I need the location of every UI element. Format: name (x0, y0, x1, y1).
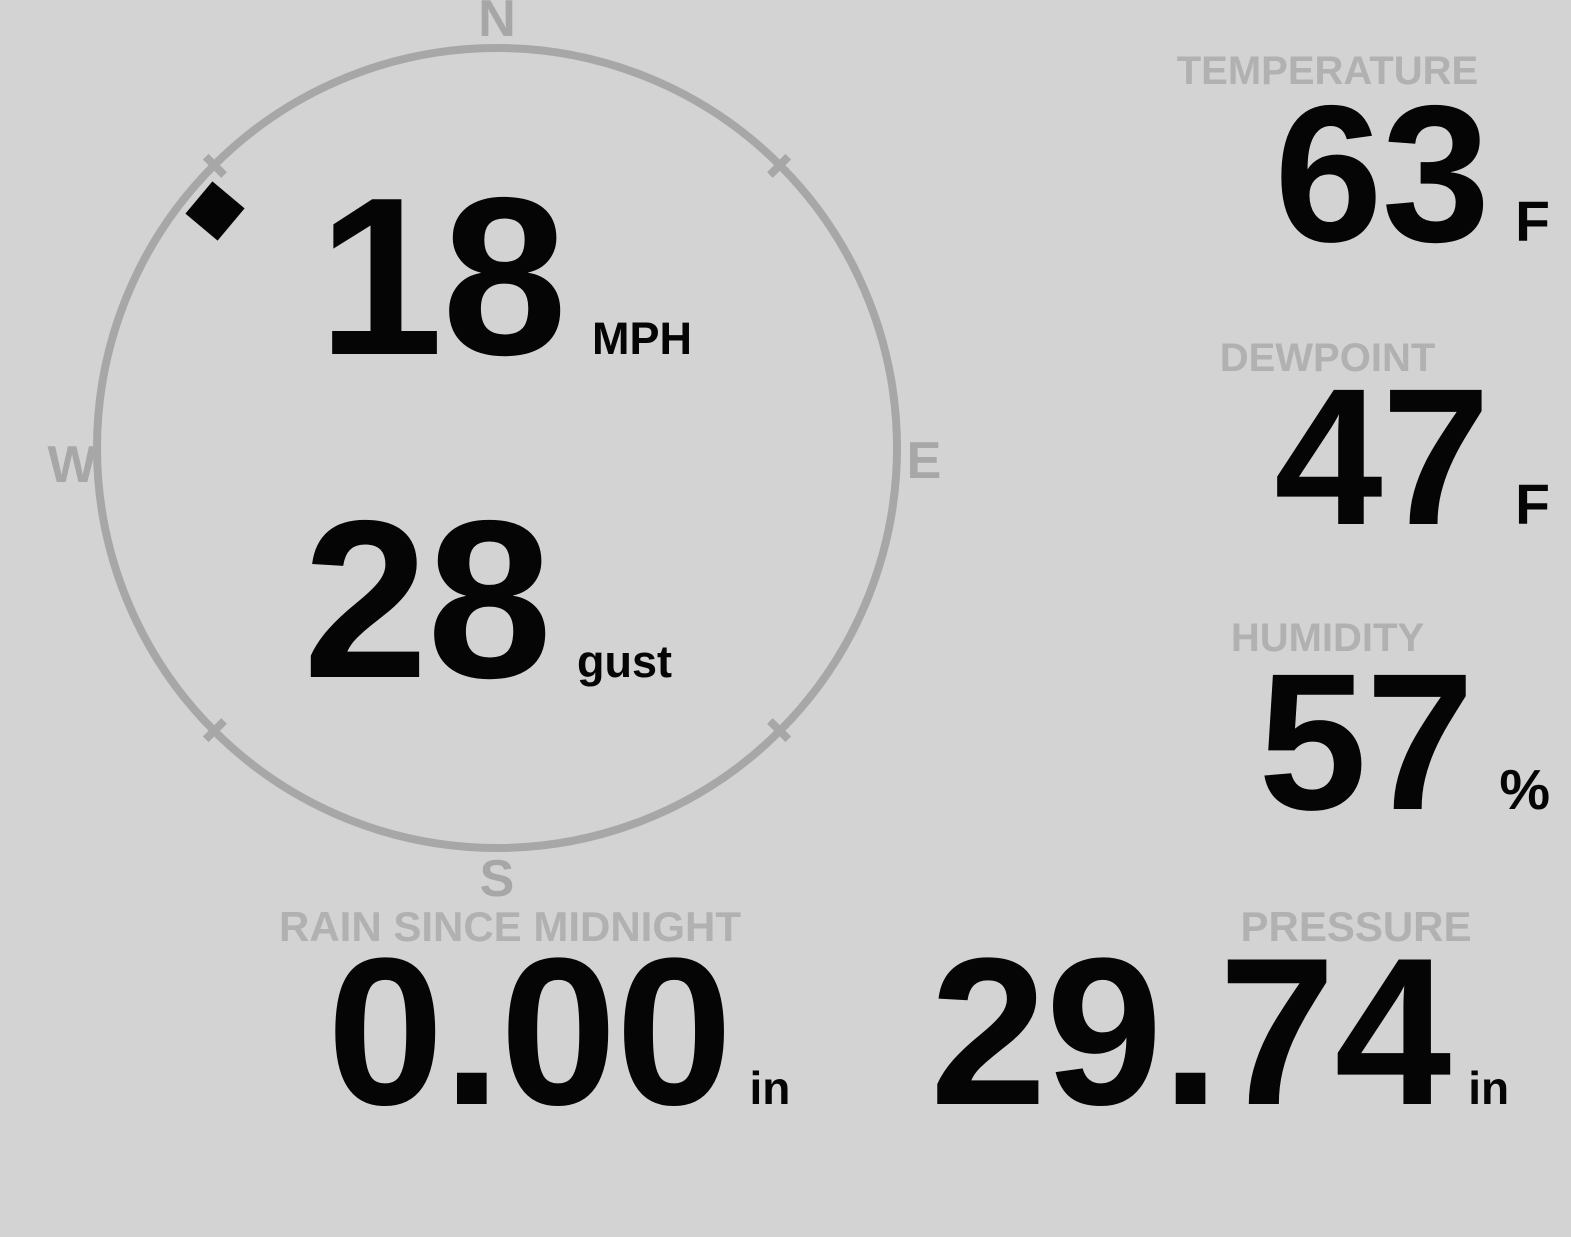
compass-tick-sw (202, 718, 227, 743)
compass-label-south: S (479, 850, 515, 908)
dewpoint-unit: F (1515, 473, 1550, 537)
pressure-label: PRESSURE (1240, 903, 1472, 950)
dewpoint-readout: 47 F (1100, 360, 1570, 555)
wind-speed-value: 18 (318, 150, 567, 402)
temperature-value: 63 (1274, 65, 1490, 283)
wind-speed-unit: MPH (592, 313, 693, 364)
dewpoint-value: 47 (1274, 348, 1490, 566)
humidity-label: HUMIDITY (1230, 616, 1425, 660)
compass-circle (93, 44, 901, 852)
temperature-label: TEMPERATURE (1176, 49, 1479, 93)
compass-tick-nw (202, 153, 227, 178)
compass-tick-se (767, 718, 792, 743)
temperature-unit: F (1515, 190, 1550, 254)
humidity-unit: % (1499, 758, 1550, 822)
pressure-unit: in (1468, 1062, 1510, 1114)
compass-label-west: W (47, 436, 97, 494)
rain-label: RAIN SINCE MIDNIGHT (279, 903, 741, 950)
humidity-readout: 57 % (1100, 645, 1570, 840)
humidity-value: 57 (1258, 633, 1474, 851)
dewpoint-label: DEWPOINT (1219, 336, 1436, 380)
temperature-readout: 63 F (1100, 77, 1570, 272)
wind-gust-unit: gust (577, 636, 673, 687)
pressure-value: 29.74 (930, 914, 1451, 1149)
compass-label-north: N (478, 0, 516, 48)
rain-value: 0.00 (327, 914, 733, 1149)
wind-speed-readout: 18 MPH (318, 164, 692, 389)
wind-gust-readout: 28 gust (303, 487, 672, 712)
wind-gust-value: 28 (303, 473, 552, 725)
rain-readout: 0.00 in (327, 927, 790, 1137)
compass-label-east: E (906, 432, 942, 490)
rain-unit: in (749, 1062, 791, 1114)
pressure-readout: 29.74 in (930, 927, 1509, 1137)
compass-tick-ne (767, 153, 792, 178)
